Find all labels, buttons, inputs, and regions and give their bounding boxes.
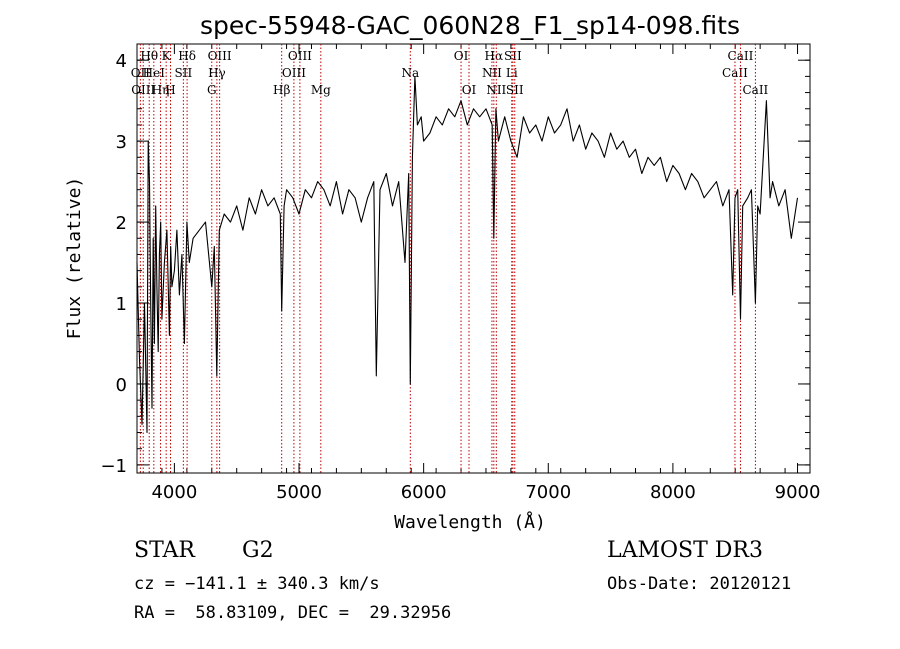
coordinates: RA = 58.83109, DEC = 29.32956 — [134, 603, 452, 623]
line-label-9: G — [207, 83, 217, 97]
observation-date: Obs-Date: 20120121 — [607, 574, 792, 594]
line-label-18: OI — [462, 83, 477, 97]
line-label-19: NII — [482, 66, 502, 80]
x-tick-label-2: 6000 — [401, 482, 447, 503]
plot-frame — [136, 43, 811, 474]
line-label-5: K — [162, 49, 172, 63]
line-label-3: HeI — [143, 66, 166, 80]
y-tick-label-4: 3 — [116, 132, 127, 153]
line-label-10: Hγ — [208, 66, 226, 80]
line-label-16: Na — [401, 66, 419, 80]
line-label-21: NII — [486, 83, 506, 97]
spectrum-line-0 — [136, 75, 799, 434]
line-label-20: Hα — [485, 49, 504, 63]
line-label-15: Mg — [311, 83, 331, 97]
line-label-17: OI — [454, 49, 469, 63]
line-label-0: OII — [131, 66, 151, 80]
line-label-12: Hβ — [273, 83, 290, 97]
y-tick-label-1: 0 — [116, 375, 127, 396]
line-label-11: OIII — [208, 49, 232, 63]
line-label-22: Li — [506, 66, 518, 80]
line-label-13: OIII — [282, 66, 306, 80]
line-label-24: SII — [506, 83, 524, 97]
x-axis-label: Wavelength (Å) — [394, 511, 546, 533]
y-axis-label: Flux (relative) — [64, 177, 85, 340]
y-tick-label-3: 2 — [116, 213, 127, 234]
line-label-8: Hδ — [178, 49, 196, 63]
x-tick-label-1: 5000 — [276, 482, 322, 503]
line-label-26: CaII — [728, 49, 754, 63]
y-tick-label-0: −1 — [100, 456, 127, 477]
line-label-14: OIII — [288, 49, 312, 63]
x-tick-label-5: 9000 — [775, 482, 821, 503]
line-label-2: Hθ — [140, 49, 158, 63]
x-tick-label-0: 4000 — [151, 482, 197, 503]
spectral-subclass: G2 — [242, 538, 274, 563]
line-label-25: CaII — [722, 66, 748, 80]
chart-title: spec-55948-GAC_060N28_F1_sp14-098.fits — [200, 11, 740, 40]
redshift-velocity: cz = −141.1 ± 340.3 km/s — [134, 574, 380, 594]
x-tick-label-4: 8000 — [650, 482, 696, 503]
x-tick-label-3: 7000 — [525, 482, 571, 503]
line-label-7: SII — [175, 66, 193, 80]
line-label-6: H — [165, 83, 175, 97]
object-class: STAR — [134, 538, 195, 563]
survey-name: LAMOST DR3 — [607, 538, 763, 563]
line-label-27: CaII — [742, 83, 768, 97]
line-label-23: SII — [504, 49, 522, 63]
y-tick-label-2: 1 — [116, 294, 127, 315]
line-label-4: Hη — [152, 83, 170, 97]
plot-area: 4000 5000 6000 7000 8000 9000 −1 0 1 2 3 4 OII OIII Hθ… — [100, 43, 821, 503]
y-tick-label-5: 4 — [116, 51, 127, 72]
